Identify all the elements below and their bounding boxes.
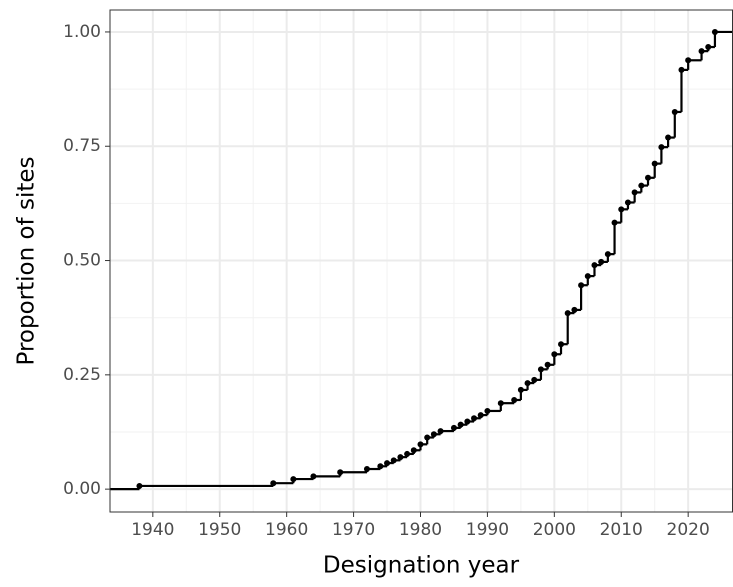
data-point xyxy=(511,396,518,403)
data-point xyxy=(497,400,504,407)
data-point xyxy=(638,182,645,189)
y-axis-title: Proportion of sites xyxy=(14,157,40,366)
data-point xyxy=(544,361,551,368)
data-point xyxy=(464,418,471,425)
x-tick-label: 1960 xyxy=(265,520,308,540)
data-point xyxy=(598,258,605,265)
data-point xyxy=(651,160,658,167)
data-point xyxy=(665,134,672,141)
x-tick-label: 2010 xyxy=(600,520,643,540)
data-point xyxy=(658,144,665,151)
data-point xyxy=(618,206,625,213)
data-point xyxy=(631,189,638,196)
x-tick-label: 1940 xyxy=(131,520,174,540)
data-point xyxy=(404,450,411,457)
x-tick-label: 2020 xyxy=(667,520,710,540)
x-tick-label: 1970 xyxy=(332,520,375,540)
data-point xyxy=(531,376,538,383)
data-point xyxy=(310,473,317,480)
y-tick-label: 0.25 xyxy=(63,365,101,385)
data-point xyxy=(584,273,591,280)
y-tick-label: 0.00 xyxy=(63,479,101,499)
y-tick-label: 1.00 xyxy=(63,22,101,42)
data-point xyxy=(337,469,344,476)
data-point xyxy=(363,466,370,473)
data-point xyxy=(397,454,404,461)
data-point xyxy=(437,428,444,435)
data-point xyxy=(377,463,384,470)
y-tick-label: 0.75 xyxy=(63,136,101,156)
data-point xyxy=(417,441,424,448)
data-point xyxy=(524,380,531,387)
data-point xyxy=(477,412,484,419)
x-tick-label: 2000 xyxy=(533,520,576,540)
data-point xyxy=(678,66,685,73)
data-point xyxy=(558,341,565,348)
data-point xyxy=(551,351,558,358)
x-tick-label: 1980 xyxy=(399,520,442,540)
y-tick-label: 0.50 xyxy=(63,251,101,271)
data-point xyxy=(711,28,718,35)
x-axis-title: Designation year xyxy=(323,553,520,579)
data-point xyxy=(571,306,578,313)
data-point xyxy=(705,44,712,51)
data-point xyxy=(290,476,297,483)
data-point xyxy=(471,415,478,422)
data-point xyxy=(578,282,585,289)
data-point xyxy=(604,251,611,258)
data-point xyxy=(671,108,678,115)
x-tick-label: 1950 xyxy=(198,520,241,540)
data-point xyxy=(517,386,524,393)
data-point xyxy=(685,57,692,64)
data-point xyxy=(270,480,277,487)
data-point xyxy=(645,174,652,181)
data-point xyxy=(390,457,397,464)
data-point xyxy=(450,424,457,431)
data-point xyxy=(136,482,143,489)
data-point xyxy=(611,219,618,226)
data-point xyxy=(564,310,571,317)
data-point xyxy=(537,366,544,373)
data-point xyxy=(484,407,491,414)
data-point xyxy=(457,421,464,428)
x-tick-label: 1990 xyxy=(466,520,509,540)
data-point xyxy=(424,434,431,441)
data-point xyxy=(698,48,705,55)
data-point xyxy=(624,199,631,206)
data-point xyxy=(430,431,437,438)
data-point xyxy=(410,447,417,454)
data-point xyxy=(384,460,391,467)
data-point xyxy=(591,262,598,269)
